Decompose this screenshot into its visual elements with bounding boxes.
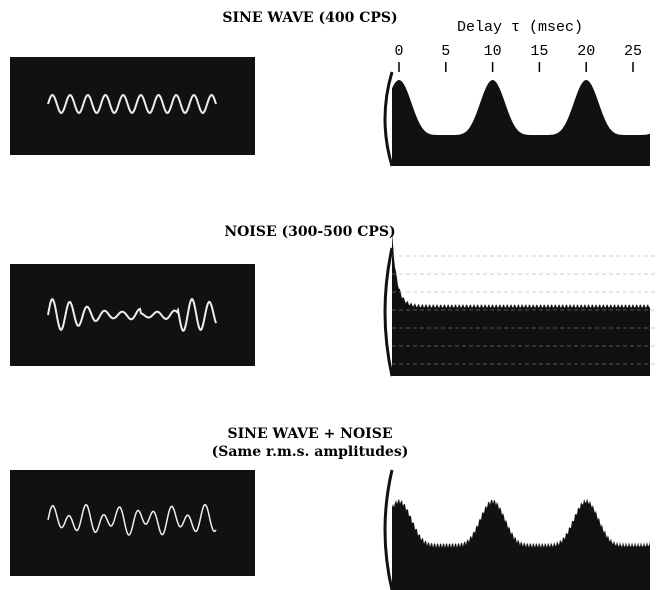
oscilloscope	[10, 470, 255, 576]
scale-arc	[385, 72, 392, 166]
figure: SINE WAVE (400 CPS) NOISE (300-500 CPS) …	[0, 0, 660, 590]
correlogram	[392, 80, 650, 166]
panel-title: SINE WAVE + NOISE	[227, 426, 392, 442]
correlogram	[392, 499, 650, 590]
panel-subtitle: (Same r.m.s. amplitudes)	[212, 444, 409, 460]
tick-label: 5	[441, 43, 450, 60]
tick-label: 20	[577, 43, 595, 60]
panel-title: NOISE (300-500 CPS)	[224, 224, 395, 240]
tick-label: 10	[484, 43, 502, 60]
oscilloscope	[10, 264, 255, 366]
scale-arc	[385, 470, 392, 590]
tick-label: 0	[394, 43, 403, 60]
oscilloscope	[10, 57, 255, 155]
delay-ticks: 0 5 10 15 20 25	[394, 43, 642, 72]
tick-label: 15	[530, 43, 548, 60]
scale-arc	[385, 248, 392, 376]
correlogram	[392, 232, 650, 376]
tick-label: 25	[624, 43, 642, 60]
panel-title: SINE WAVE (400 CPS)	[222, 10, 397, 26]
correlograms	[385, 72, 655, 590]
axis-label: Delay τ (msec)	[457, 19, 583, 36]
